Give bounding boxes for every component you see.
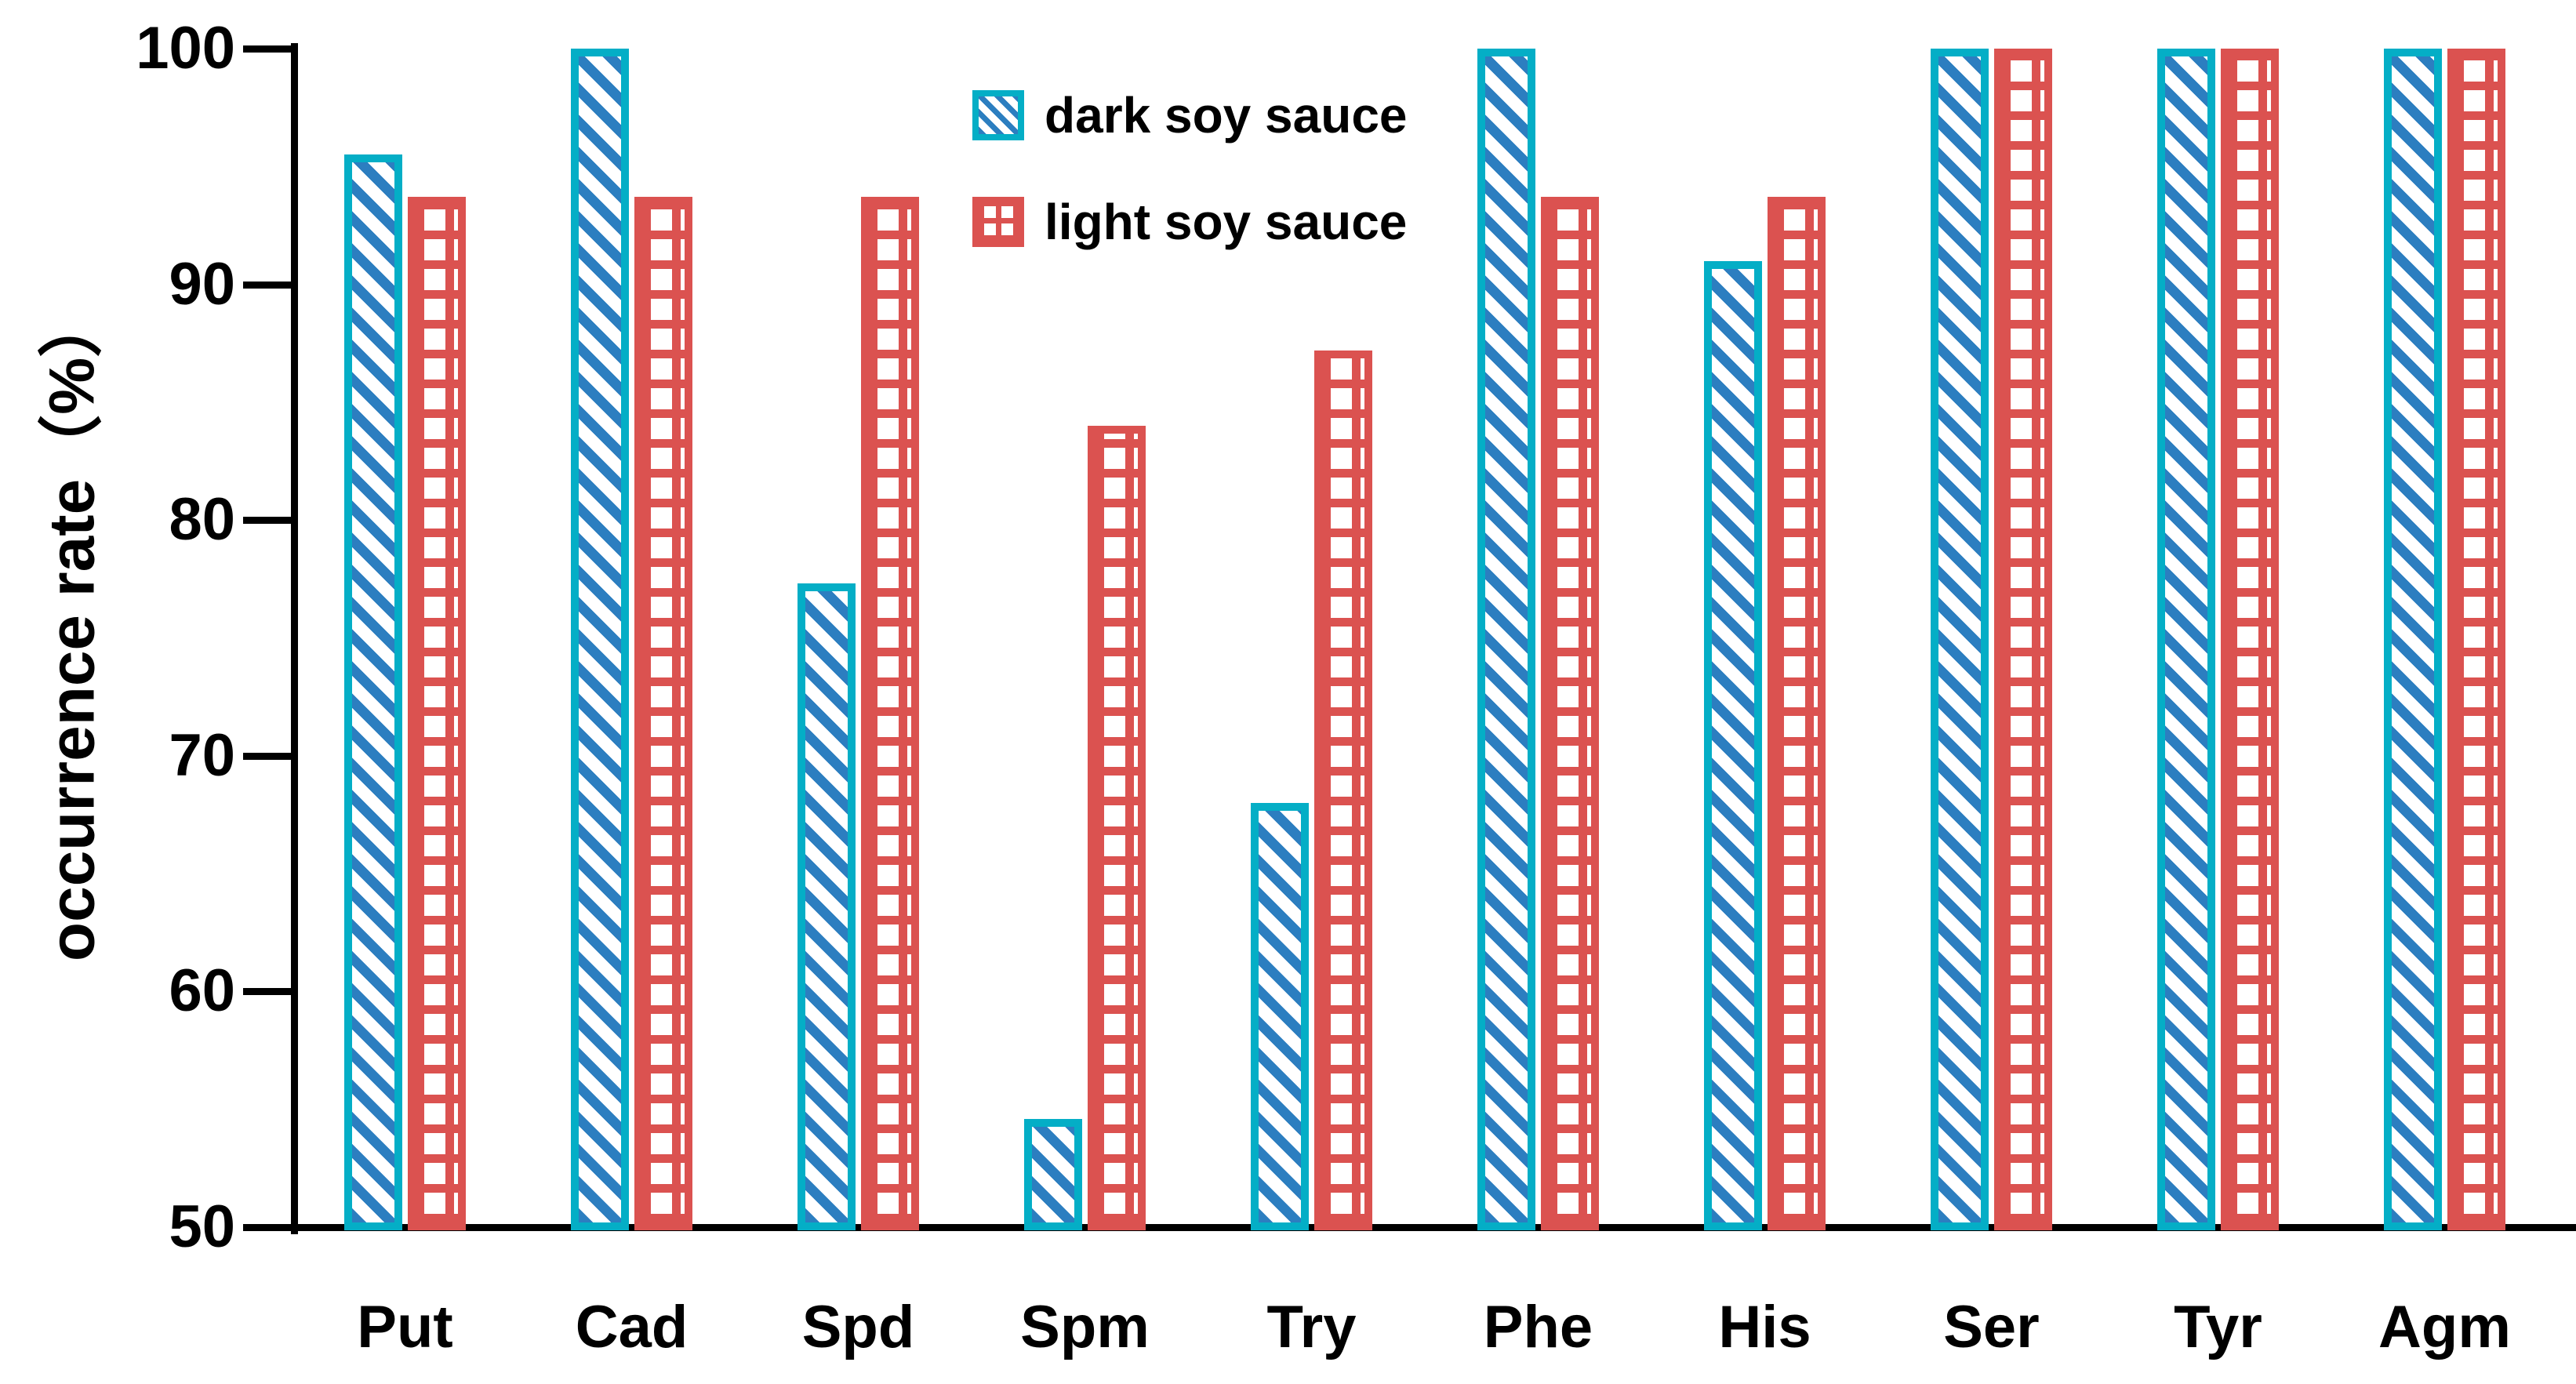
y-tick-label-80: 80 xyxy=(169,486,235,554)
y-tick-mark-70 xyxy=(243,752,292,760)
y-tick-label-60: 60 xyxy=(169,957,235,1025)
bar-light-spd xyxy=(861,197,919,1230)
y-tick-mark-80 xyxy=(243,517,292,525)
bar-dark-tyr xyxy=(2157,49,2215,1230)
x-tick-label-his: His xyxy=(1718,1294,1811,1360)
legend-label: light soy sauce xyxy=(1045,194,1408,250)
x-tick-label-put: Put xyxy=(357,1294,453,1360)
bar-dark-spm xyxy=(1024,1118,1082,1230)
diagonal-hatch-swatch-icon xyxy=(972,90,1024,140)
x-tick-label-cad: Cad xyxy=(575,1294,689,1360)
x-tick-label-tyr: Tyr xyxy=(2174,1294,2262,1360)
bar-dark-ser xyxy=(1931,49,1989,1230)
bar-dark-cad xyxy=(571,49,629,1230)
x-tick-label-spd: Spd xyxy=(801,1294,915,1360)
bar-dark-agm xyxy=(2384,49,2442,1230)
bar-light-tyr xyxy=(2221,49,2279,1230)
grid-hatch-swatch-icon xyxy=(972,197,1024,247)
y-tick-mark-50 xyxy=(243,1224,292,1231)
bar-light-cad xyxy=(634,197,692,1230)
y-axis-line xyxy=(291,43,298,1234)
x-tick-label-try: Try xyxy=(1266,1294,1357,1360)
y-axis-title: occurrence rate（%） xyxy=(36,292,108,962)
bar-light-try xyxy=(1314,350,1372,1230)
legend-item-dark-soy-sauce: dark soy sauce xyxy=(972,85,1408,146)
y-tick-label-90: 90 xyxy=(169,250,235,318)
bar-light-agm xyxy=(2447,49,2505,1230)
bar-dark-put xyxy=(344,154,402,1230)
bar-light-phe xyxy=(1541,197,1599,1230)
y-tick-mark-90 xyxy=(243,281,292,289)
bar-dark-spd xyxy=(798,583,856,1230)
bar-light-ser xyxy=(1994,49,2052,1230)
y-tick-mark-60 xyxy=(243,988,292,996)
x-tick-label-spm: Spm xyxy=(1020,1294,1150,1360)
bar-dark-phe xyxy=(1477,49,1535,1230)
y-tick-label-100: 100 xyxy=(136,15,235,82)
y-tick-mark-100 xyxy=(243,45,292,53)
x-tick-label-agm: Agm xyxy=(2378,1294,2511,1360)
legend: dark soy sauce light soy sauce xyxy=(972,85,1408,298)
y-tick-label-50: 50 xyxy=(169,1193,235,1260)
bar-light-put xyxy=(408,197,466,1230)
bar-dark-try xyxy=(1251,802,1309,1230)
y-tick-label-70: 70 xyxy=(169,721,235,789)
legend-item-light-soy-sauce: light soy sauce xyxy=(972,191,1408,252)
x-tick-label-ser: Ser xyxy=(1943,1294,2040,1360)
x-tick-label-phe: Phe xyxy=(1483,1294,1593,1360)
bar-light-his xyxy=(1768,197,1826,1230)
bar-dark-his xyxy=(1704,260,1762,1230)
legend-label: dark soy sauce xyxy=(1045,87,1408,143)
x-axis-line xyxy=(261,1224,2576,1231)
bar-light-spm xyxy=(1088,425,1146,1230)
